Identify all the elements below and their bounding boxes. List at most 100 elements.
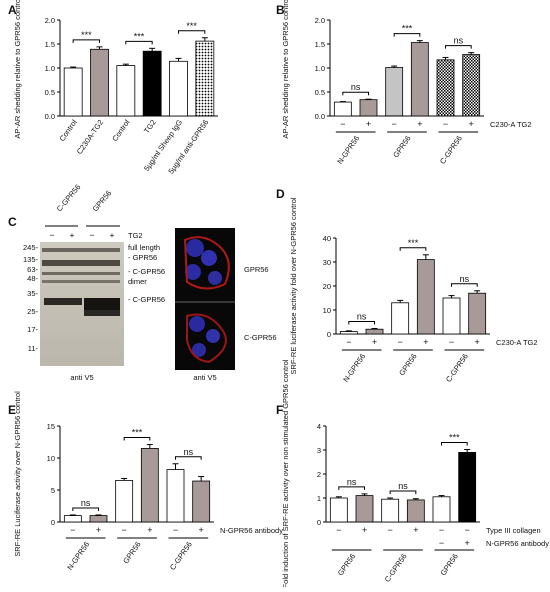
panel-d-sign: − (346, 337, 351, 347)
panel-letter-f: F (276, 403, 283, 417)
panel-letter-a: A (8, 3, 17, 17)
panel-d-sign: + (372, 337, 377, 347)
panel-b-bar (410, 42, 429, 117)
panel-d-significance-bracket (348, 320, 375, 325)
panel-e-significance-bracket (175, 456, 202, 460)
panel-c-lane-header: GPR56 (91, 189, 114, 214)
panel-e-bar (140, 447, 159, 523)
panel-e-significance-label: ns (81, 498, 91, 508)
panel-e-sign: + (96, 525, 101, 535)
panel-d-sign: + (423, 337, 428, 347)
panel-f-bar (355, 495, 374, 523)
panel-b-group-label: GPR56 (391, 134, 412, 159)
panel-b-sign: − (392, 119, 397, 129)
panel-b-bar (333, 101, 352, 117)
panel-e-sign: − (70, 525, 75, 535)
panel-d-y-tick-label: 30 (323, 258, 331, 267)
panel-a-y-tick-label: 2.0 (45, 16, 55, 25)
panel-b-sign: − (443, 119, 448, 129)
panel-d-sign: − (398, 337, 403, 347)
panel-b-y-axis-label: AP-AR shedding relative to GPR56 control (281, 0, 290, 139)
panel-c-blot-caption: anti V5 (70, 373, 93, 382)
panel-f-sign: − (388, 525, 393, 535)
panel-b-significance-label: *** (402, 24, 413, 34)
panel-e-y-tick-label: 5 (51, 486, 55, 495)
panel-f-y-tick-label: 2 (317, 470, 321, 479)
panel-e-significance-label: ns (184, 447, 194, 457)
panel-a-bar (90, 48, 109, 117)
panel-a-significance-label: *** (81, 30, 92, 40)
panel-e-sign: − (122, 525, 127, 535)
panel-f-bar (381, 498, 400, 523)
panel-f-group-label: C-GPR56 (383, 552, 409, 584)
panel-d-group-label: GPR56 (397, 352, 418, 377)
panel-b-sign: − (340, 119, 345, 129)
panel-c-band-label: full length (128, 243, 160, 252)
panel-a-significance-label: *** (134, 31, 145, 41)
panel-b-sign: + (469, 119, 474, 129)
panel-d-group-label: N-GPR56 (341, 352, 367, 384)
panel-f-sign: − (439, 525, 444, 535)
panel-e-y-tick-label: 10 (47, 454, 55, 463)
panel-c-mw-marker: 135- (23, 255, 39, 264)
panel-f-bar (329, 497, 348, 523)
panel-e-group-label: C-GPR56 (168, 540, 194, 572)
panel-f-sign-2: − (439, 538, 444, 548)
panel-c-tg2-sign: − (90, 230, 95, 240)
panel-d-sign: − (449, 337, 454, 347)
panel-e-significance-bracket (123, 437, 151, 441)
panel-b-group-label: C-GPR56 (438, 134, 464, 166)
panel-a-y-tick-label: 0.0 (45, 112, 55, 121)
panel-d-significance-label: ns (357, 311, 367, 321)
panel-c-tg2-sign: + (110, 230, 115, 240)
panel-b-y-tick-label: 1.0 (315, 64, 325, 73)
panel-f-y-tick-label: 4 (317, 422, 321, 431)
panel-f-y-tick-label: 0 (317, 518, 321, 527)
panel-c-tg2-label: TG2 (128, 231, 143, 240)
micrograph (175, 228, 235, 370)
panel-letter-c: C (8, 215, 17, 229)
panel-e-bar (192, 480, 211, 523)
panel-e-significance-bracket (72, 507, 99, 511)
panel-b-significance-label: ns (351, 82, 361, 92)
panel-b-bar (359, 99, 378, 117)
panel-e-sign: − (173, 525, 178, 535)
panel-a-y-tick-label: 1.5 (45, 40, 55, 49)
panel-f-sign: + (413, 525, 418, 535)
panel-c-lane-header: C-GPR56 (55, 183, 83, 214)
panel-c-mw-marker: 25- (27, 307, 38, 316)
panel-e-y-axis-label: SRF-RE Luciferase activity over N-GPR56 … (13, 391, 22, 557)
panel-b-sign: + (417, 119, 422, 129)
panel-c-band-label: - C-GPR56 (128, 267, 165, 276)
panel-f-y-tick-label: 1 (317, 494, 321, 503)
panel-f-treatment-label: Type III collagen (486, 526, 541, 535)
panel-f-significance-bracket (441, 442, 468, 446)
panel-b-y-tick-label: 2.0 (315, 16, 325, 25)
panel-a-bar (142, 50, 162, 117)
western-blot (40, 242, 124, 366)
panel-d-bar (339, 331, 358, 335)
panel-f-significance-bracket (338, 486, 365, 490)
panel-f-group-label: GPR56 (438, 552, 459, 577)
panel-c-micro-caption: anti V5 (193, 373, 216, 382)
panel-a-category-label: Control (58, 118, 79, 143)
panel-b-significance-bracket (342, 91, 369, 96)
panel-e-y-tick-label: 0 (51, 518, 55, 527)
panel-c-mw-marker: 11- (28, 344, 39, 353)
panel-e-y-tick-label: 15 (47, 422, 55, 431)
panel-b-y-tick-label: 0.5 (315, 88, 325, 97)
panel-f-significance-label: *** (449, 433, 460, 443)
panel-c-micro-label: GPR56 (244, 265, 269, 274)
panel-f-significance-bracket (389, 490, 417, 494)
panel-d-y-axis-label: SRF-RE luciferase activity fold over N-G… (289, 197, 298, 374)
panel-letter-e: E (8, 403, 16, 417)
panel-c-tg2-sign: − (50, 230, 55, 240)
panel-b-significance-bracket (445, 45, 472, 49)
panel-f-bar (406, 499, 425, 523)
panel-f-sign-2: + (465, 538, 470, 548)
panel-c-band-label: - C-GPR56 (128, 295, 165, 304)
panel-letter-d: D (276, 187, 285, 201)
panel-e-group-label: N-GPR56 (65, 540, 91, 572)
